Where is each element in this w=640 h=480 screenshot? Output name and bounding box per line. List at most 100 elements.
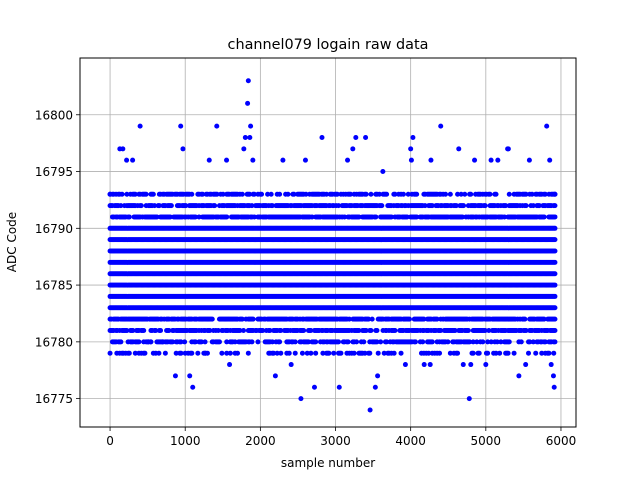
data-point (438, 123, 444, 129)
data-point (493, 350, 499, 356)
data-point (485, 339, 491, 345)
data-point (526, 350, 532, 356)
data-point (160, 339, 166, 345)
data-point (166, 327, 172, 333)
data-point (530, 339, 536, 345)
data-point (518, 339, 524, 345)
data-point (527, 339, 533, 345)
data-point (224, 157, 230, 163)
data-point (539, 350, 545, 356)
data-point (148, 339, 154, 345)
data-point (461, 203, 467, 209)
data-point (356, 327, 362, 333)
data-point (363, 327, 369, 333)
data-point (447, 191, 453, 197)
data-point (250, 316, 256, 322)
data-point (207, 327, 213, 333)
data-point (345, 157, 351, 163)
data-point (142, 350, 148, 356)
data-point (132, 350, 138, 356)
data-point (523, 362, 529, 368)
data-point (114, 350, 120, 356)
data-point (298, 396, 304, 402)
data-point (369, 316, 375, 322)
data-point (488, 339, 494, 345)
data-point (278, 350, 284, 356)
data-point (250, 157, 256, 163)
data-point (336, 339, 342, 345)
data-point (421, 316, 427, 322)
data-point (552, 191, 558, 197)
data-point (526, 157, 532, 163)
data-point (541, 214, 547, 220)
data-point (550, 373, 556, 379)
data-point (552, 339, 558, 345)
data-point (224, 214, 230, 220)
data-point (182, 350, 188, 356)
data-point (437, 350, 443, 356)
data-point (428, 157, 434, 163)
y-tick-label: 16780 (35, 335, 73, 349)
data-point (336, 384, 342, 390)
data-point (488, 157, 494, 163)
data-point (476, 350, 482, 356)
data-point (506, 191, 512, 197)
y-tick-label: 16800 (35, 108, 73, 122)
data-point (541, 316, 547, 322)
data-point (445, 339, 451, 345)
data-point (391, 350, 397, 356)
data-point (331, 350, 337, 356)
y-axis-label: ADC Code (5, 212, 19, 272)
data-point (120, 146, 126, 152)
data-points (107, 78, 558, 413)
data-point (426, 350, 432, 356)
data-point (466, 396, 472, 402)
data-point (522, 316, 528, 322)
data-point (180, 146, 186, 152)
data-point (470, 339, 476, 345)
data-point (542, 339, 548, 345)
data-point (511, 350, 517, 356)
data-point (505, 146, 511, 152)
data-point (168, 203, 174, 209)
data-point (378, 339, 384, 345)
data-point (410, 134, 416, 140)
data-point (198, 339, 204, 345)
y-tick-label: 16775 (35, 392, 73, 406)
data-point (124, 327, 130, 333)
data-point (368, 327, 374, 333)
data-point (482, 327, 488, 333)
data-point (141, 327, 147, 333)
data-point (209, 316, 215, 322)
data-point (552, 203, 558, 209)
data-point (212, 203, 218, 209)
data-point (285, 191, 291, 197)
data-point (235, 350, 241, 356)
data-point (311, 384, 317, 390)
data-point (143, 191, 149, 197)
data-point (232, 339, 238, 345)
data-point (237, 327, 243, 333)
data-point (384, 339, 390, 345)
data-point (249, 339, 255, 345)
data-point (173, 350, 179, 356)
data-point (190, 384, 196, 390)
data-point (552, 259, 558, 265)
data-point (224, 350, 230, 356)
data-point (460, 362, 466, 368)
data-point (182, 339, 188, 345)
data-point (398, 350, 404, 356)
data-point (372, 384, 378, 390)
data-point (420, 339, 426, 345)
data-point (203, 350, 209, 356)
data-point (280, 157, 286, 163)
data-point (242, 134, 248, 140)
data-point (351, 350, 357, 356)
data-point (497, 350, 503, 356)
data-point (219, 350, 225, 356)
data-point (215, 327, 221, 333)
data-point (552, 248, 558, 254)
data-point (443, 191, 449, 197)
data-point (505, 350, 511, 356)
data-point (552, 214, 558, 220)
